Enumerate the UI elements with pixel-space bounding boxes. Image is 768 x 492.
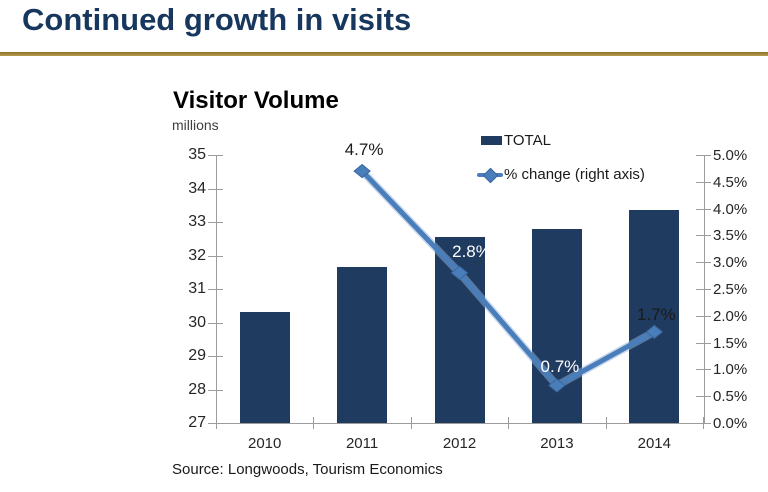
left-axis-tick-mark bbox=[208, 423, 223, 424]
right-axis-tick-label: 0.5% bbox=[713, 388, 748, 406]
x-axis-tick-mark bbox=[703, 417, 704, 429]
right-axis-tick-mark bbox=[696, 369, 711, 371]
right-axis-tick-mark bbox=[696, 262, 711, 264]
right-axis-tick-mark bbox=[696, 181, 711, 183]
left-axis-tick-label: 30 bbox=[188, 313, 206, 331]
right-axis-tick-label: 3.5% bbox=[713, 227, 748, 245]
bar-2012 bbox=[434, 236, 485, 423]
right-axis-tick-label: 5.0% bbox=[713, 147, 748, 164]
x-axis-tick-mark bbox=[508, 417, 510, 429]
x-axis-tick-mark bbox=[410, 417, 412, 429]
left-axis-tick-mark bbox=[208, 356, 223, 357]
left-axis-tick-label: 32 bbox=[188, 246, 206, 264]
right-axis-tick-label: 2.5% bbox=[713, 281, 748, 298]
chart-unit-label: millions bbox=[172, 117, 219, 133]
right-axis-tick-mark bbox=[696, 289, 711, 290]
right-axis-tick-label: 1.5% bbox=[713, 334, 748, 352]
left-axis-tick-mark bbox=[208, 289, 223, 290]
left-axis-tick-label: 35 bbox=[188, 146, 206, 163]
left-axis-tick-mark bbox=[208, 389, 223, 391]
bar-2013 bbox=[531, 228, 582, 423]
point-label-2013: 0.7% bbox=[540, 357, 580, 377]
line-marker-2011 bbox=[353, 163, 371, 179]
left-axis-tick-label: 27 bbox=[188, 414, 206, 431]
pct-change-line bbox=[359, 168, 657, 388]
point-label-2012: 2.8% bbox=[452, 241, 491, 261]
left-axis-tick-mark bbox=[208, 255, 223, 257]
right-axis-tick-label: 3.0% bbox=[713, 254, 748, 272]
legend-label-total: TOTAL bbox=[504, 131, 551, 149]
x-axis-tick-mark bbox=[216, 417, 217, 429]
right-axis-tick-label: 4.0% bbox=[713, 200, 748, 218]
right-axis-tick-mark bbox=[696, 396, 711, 398]
year-label-2011: 2011 bbox=[345, 435, 379, 452]
left-axis-tick-label: 29 bbox=[188, 347, 206, 364]
right-axis-tick-label: 4.5% bbox=[713, 173, 748, 191]
point-label-2014: 1.7% bbox=[636, 304, 676, 324]
left-axis-tick-mark bbox=[208, 188, 223, 190]
title-divider-rule bbox=[0, 52, 768, 56]
point-label-2011: 4.7% bbox=[344, 140, 384, 160]
right-axis-tick-mark bbox=[696, 208, 711, 210]
x-axis-tick-mark bbox=[605, 417, 607, 429]
page-title: Continued growth in visits bbox=[22, 2, 412, 37]
left-axis-tick-label: 34 bbox=[188, 179, 206, 197]
right-axis-tick-mark bbox=[696, 315, 711, 317]
right-axis-tick-label: 1.0% bbox=[713, 361, 748, 379]
left-axis-tick-mark bbox=[208, 222, 223, 223]
year-label-2013: 2013 bbox=[540, 435, 574, 452]
source-attribution: Source: Longwoods, Tourism Economics bbox=[172, 461, 443, 478]
legend-item-total: TOTAL bbox=[481, 131, 551, 149]
x-axis-tick-mark bbox=[313, 417, 315, 429]
right-axis-tick-label: 2.0% bbox=[713, 307, 748, 325]
left-axis-tick-mark bbox=[208, 155, 223, 156]
right-axis-tick-mark bbox=[696, 155, 711, 156]
chart-title: Visitor Volume bbox=[173, 87, 339, 114]
right-axis-tick-mark bbox=[696, 235, 711, 237]
year-label-2012: 2012 bbox=[442, 435, 477, 452]
right-axis-tick-mark bbox=[696, 342, 711, 344]
year-label-2010: 2010 bbox=[248, 435, 282, 452]
right-axis-tick-label: 0.0% bbox=[713, 415, 748, 432]
year-label-2014: 2014 bbox=[637, 435, 671, 452]
bar-2011 bbox=[337, 266, 388, 423]
left-axis-tick-mark bbox=[208, 322, 223, 324]
left-axis-tick-label: 31 bbox=[188, 280, 206, 297]
left-axis-tick-label: 33 bbox=[188, 213, 206, 230]
legend-bar-swatch-icon bbox=[481, 135, 502, 145]
bar-2010 bbox=[239, 312, 290, 423]
left-axis-tick-label: 28 bbox=[188, 380, 206, 398]
